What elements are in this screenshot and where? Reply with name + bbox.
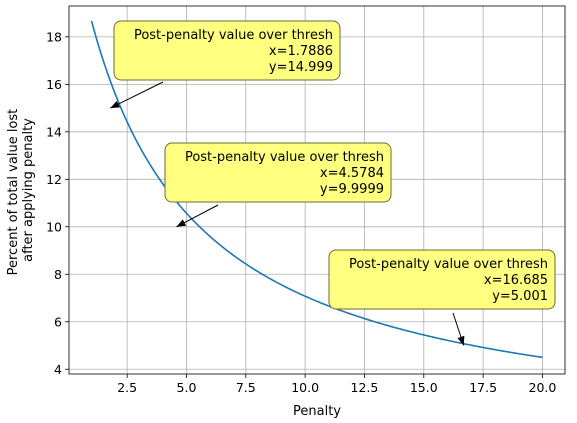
annotation-box bbox=[113, 20, 341, 81]
annotation-text-line: x=1.7886 bbox=[269, 44, 333, 59]
annotation: Post-penalty value over threshx=4.5784y=… bbox=[164, 142, 392, 228]
y-tick-label: 8 bbox=[54, 267, 62, 282]
x-tick-label: 12.5 bbox=[351, 380, 379, 395]
annotation-box bbox=[328, 249, 556, 310]
annotation-text-line: x=4.5784 bbox=[320, 166, 384, 181]
annotation-text-line: Post-penalty value over thresh bbox=[185, 150, 384, 165]
annotation-arrow-head bbox=[110, 100, 120, 109]
axis-ticks: 2.5 5.0 7.5 10.0 12.5 15.0 17.5 20.0 4 6 8 10 12 14 16… bbox=[46, 29, 556, 395]
x-tick-label: 2.5 bbox=[117, 380, 137, 395]
y-tick-label: 6 bbox=[54, 314, 62, 329]
plot-frame bbox=[68, 5, 566, 375]
annotations-layer: Post-penalty value over threshx=1.7886y=… bbox=[110, 20, 556, 346]
x-tick-label: 17.5 bbox=[469, 380, 497, 395]
y-tick-label: 14 bbox=[46, 124, 62, 139]
y-tick-label: 18 bbox=[46, 29, 62, 44]
x-tick-label: 10.0 bbox=[291, 380, 319, 395]
annotation-arrow-head bbox=[457, 335, 465, 346]
x-tick-label: 15.0 bbox=[410, 380, 438, 395]
y-axis-label-line-2: after applying penalty bbox=[21, 118, 36, 262]
annotation-text-line: Post-penalty value over thresh bbox=[134, 28, 333, 43]
annotation-text-line: y=5.001 bbox=[492, 289, 548, 304]
y-tick-label: 10 bbox=[46, 219, 62, 234]
y-axis-label-line-1: Percent of total value lost bbox=[6, 109, 21, 276]
y-tick-label: 16 bbox=[46, 77, 62, 92]
annotation: Post-penalty value over threshx=1.7886y=… bbox=[110, 20, 341, 109]
annotation: Post-penalty value over threshx=16.685y=… bbox=[328, 249, 556, 346]
y-tick-label: 4 bbox=[54, 362, 62, 377]
annotation-box bbox=[164, 142, 392, 203]
x-axis-label: Penalty bbox=[293, 404, 341, 419]
annotation-text-line: x=16.685 bbox=[484, 273, 548, 288]
annotation-arrow-head bbox=[176, 219, 187, 227]
annotation-text-line: y=14.999 bbox=[269, 60, 333, 75]
annotation-arrow-shaft bbox=[110, 81, 164, 109]
y-axis-label: Percent of total value lost after applyi… bbox=[6, 105, 36, 276]
x-tick-label: 5.0 bbox=[177, 380, 197, 395]
y-tick-label: 12 bbox=[46, 172, 62, 187]
annotation-text-line: Post-penalty value over thresh bbox=[349, 257, 548, 272]
x-tick-label: 20.0 bbox=[529, 380, 557, 395]
x-tick-label: 7.5 bbox=[236, 380, 256, 395]
annotation-text-line: y=9.9999 bbox=[320, 182, 384, 197]
